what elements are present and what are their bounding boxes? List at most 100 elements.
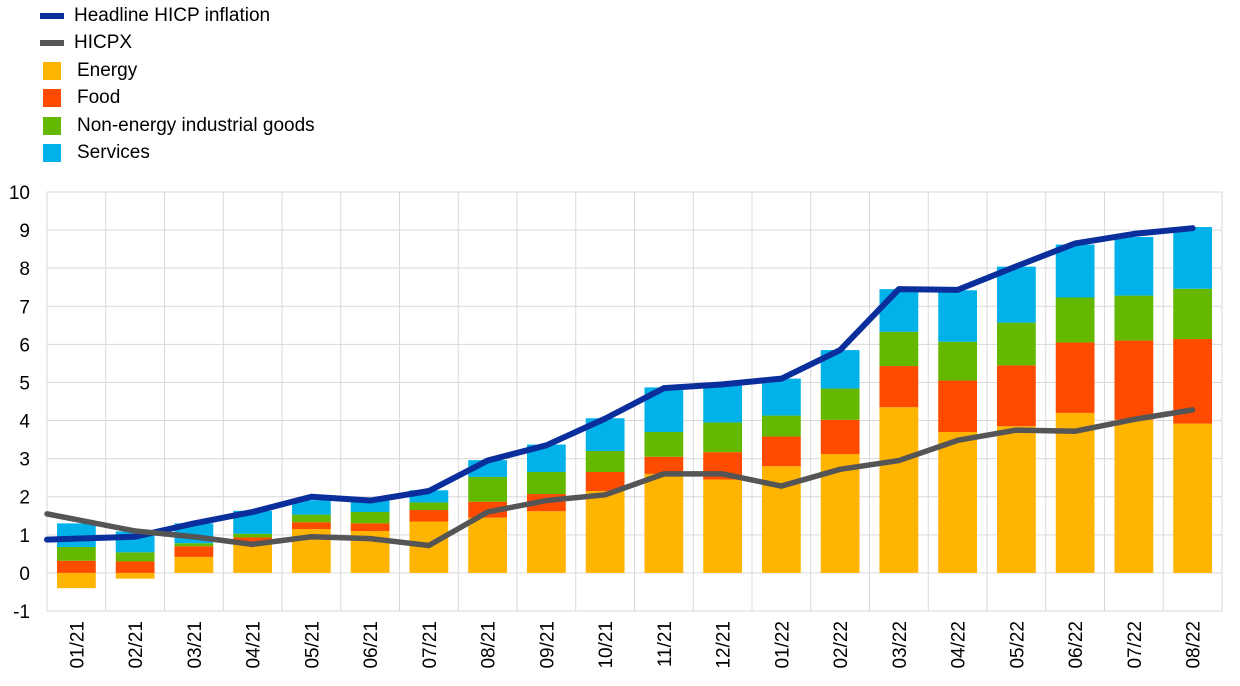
line-headline (44, 225, 1196, 543)
legend-item-energy: Energy (40, 57, 315, 85)
bar-neig (585, 451, 625, 472)
bar-energy (56, 572, 96, 589)
bar-food (820, 419, 860, 455)
bar-services (879, 289, 919, 332)
legend-item-headline: Headline HICP inflation (40, 2, 315, 30)
x-tick-label: 06/22 (1066, 621, 1087, 669)
legend-swatch-hicpx (40, 40, 64, 47)
bar-energy (1055, 412, 1095, 573)
legend-swatch-energy (43, 61, 61, 80)
line-hicpx (44, 407, 1196, 549)
x-tick-label: 03/22 (890, 621, 911, 669)
legend-label-energy: Energy (77, 59, 138, 81)
legend-label-neig: Non-energy industrial goods (77, 114, 315, 136)
x-tick-label: 05/21 (302, 621, 323, 669)
bar-neig (468, 476, 508, 502)
x-tick-label: 12/21 (714, 621, 735, 669)
x-tick-label: 06/21 (361, 621, 382, 669)
x-tick-label: 07/22 (1125, 621, 1146, 669)
bar-neig (1114, 295, 1154, 341)
x-tick-label: 08/22 (1184, 621, 1205, 669)
bar-neig (526, 471, 566, 495)
y-tick-label: 3 (19, 450, 30, 471)
bar-neig (820, 388, 860, 420)
legend-item-hicpx: HICPX (40, 30, 315, 58)
bar-neig (761, 415, 801, 437)
bar-food (1055, 342, 1095, 413)
bar-energy (879, 407, 919, 573)
x-tick-label: 01/22 (772, 621, 793, 669)
bar-services (761, 378, 801, 416)
bar-neig (879, 331, 919, 367)
x-tick-label: 11/21 (655, 621, 676, 667)
y-tick-label: 10 (9, 183, 30, 204)
bar-food (761, 436, 801, 467)
bar-food (115, 561, 155, 573)
legend: Headline HICP inflation HICPX Energy Food No… (40, 2, 315, 167)
x-tick-label: 03/21 (185, 621, 206, 669)
bar-services (1173, 227, 1213, 289)
bar-services (1114, 236, 1154, 296)
bar-food (879, 366, 919, 408)
bar-services (938, 290, 978, 342)
x-tick-label: 04/22 (949, 621, 970, 669)
bar-neig (174, 543, 214, 547)
bar-services (291, 500, 331, 515)
bar-energy (996, 426, 1036, 573)
y-tick-label: 7 (19, 297, 30, 318)
x-tick-label: 07/21 (420, 621, 441, 669)
bar-neig (350, 511, 390, 524)
bar-energy (468, 517, 508, 573)
bar-energy (1114, 419, 1154, 573)
x-tick-label: 10/21 (596, 621, 617, 669)
bar-energy (233, 544, 273, 573)
bar-neig (644, 431, 684, 457)
bar-neig (996, 322, 1036, 366)
x-tick-label: 02/21 (126, 621, 147, 669)
legend-item-services: Services (40, 140, 315, 168)
legend-swatch-neig (43, 116, 61, 135)
bar-food (938, 380, 978, 432)
legend-item-neig: Non-energy industrial goods (40, 112, 315, 140)
bar-neig (1173, 288, 1213, 340)
bar-food (350, 523, 390, 532)
bar-neig (56, 547, 96, 561)
bar-energy (526, 511, 566, 573)
x-tick-label: 02/22 (831, 621, 852, 669)
bar-neig (291, 514, 331, 523)
bar-energy (938, 431, 978, 573)
bar-services (1055, 244, 1095, 298)
bar-neig (1055, 297, 1095, 343)
bar-energy (1173, 423, 1213, 573)
legend-label-hicpx: HICPX (74, 32, 133, 54)
bar-energy (644, 473, 684, 573)
bar-services (703, 384, 743, 423)
bar-food (644, 456, 684, 474)
x-tick-label: 04/21 (244, 621, 265, 669)
bar-neig (233, 533, 273, 538)
x-tick-label: 01/21 (67, 621, 88, 669)
bar-energy (703, 479, 743, 573)
bar-energy (115, 572, 155, 579)
bar-food (291, 522, 331, 530)
bar-food (409, 510, 449, 522)
legend-item-food: Food (40, 85, 315, 113)
bar-food (56, 560, 96, 573)
y-tick-label: 1 (19, 526, 30, 547)
x-tick-label: 08/21 (479, 621, 500, 669)
x-tick-label: 09/21 (537, 621, 558, 669)
y-tick-label: 6 (19, 335, 30, 356)
legend-label-headline: Headline HICP inflation (74, 4, 271, 26)
y-tick-label: 0 (19, 564, 30, 585)
y-tick-label: 8 (19, 259, 30, 280)
bar-food (996, 365, 1036, 427)
bar-food (174, 546, 214, 557)
bar-energy (174, 556, 214, 573)
bar-services (350, 500, 390, 512)
bar-neig (703, 422, 743, 453)
bar-services (996, 266, 1036, 323)
y-tick-label: 2 (19, 488, 30, 509)
bar-food (585, 471, 625, 492)
y-tick-label: 4 (19, 412, 30, 433)
